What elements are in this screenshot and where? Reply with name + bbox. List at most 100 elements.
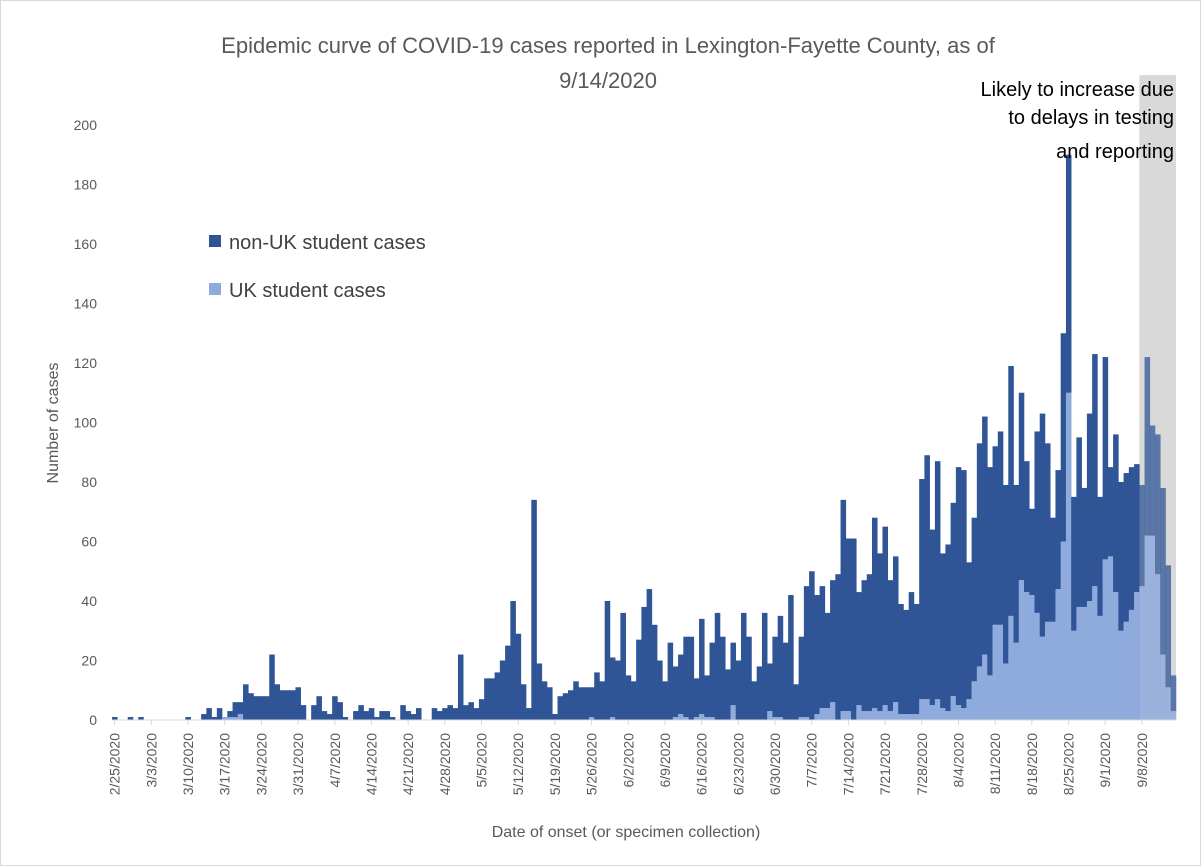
bar-uk-student-cases <box>982 654 988 720</box>
bar-non-uk-student-cases <box>636 639 642 720</box>
bar-uk-student-cases <box>730 705 737 721</box>
bar-uk-student-cases <box>892 702 899 720</box>
bar-non-uk-student-cases <box>725 669 731 720</box>
bar-uk-student-cases <box>1060 541 1067 720</box>
bar-non-uk-student-cases <box>358 705 364 721</box>
bar-non-uk-student-cases <box>1076 437 1082 607</box>
bar-uk-student-cases <box>934 699 941 720</box>
bar-uk-student-cases <box>971 681 978 720</box>
bar-non-uk-student-cases <box>950 502 957 697</box>
bar-uk-student-cases <box>866 711 873 720</box>
bar-non-uk-student-cases <box>594 672 600 720</box>
bar-non-uk-student-cases <box>1055 470 1061 590</box>
y-tick-label: 140 <box>74 296 98 312</box>
bar-non-uk-student-cases <box>536 663 543 720</box>
x-tick-label: 9/1/2020 <box>1097 733 1113 788</box>
bar-non-uk-student-cases <box>274 684 281 720</box>
bar-uk-student-cases <box>887 711 894 720</box>
bar-non-uk-student-cases <box>646 589 653 720</box>
bar-non-uk-student-cases <box>1118 482 1124 631</box>
bar-uk-student-cases <box>1118 630 1124 720</box>
x-tick-label: 5/26/2020 <box>584 733 600 795</box>
legend-label-uk: UK student cases <box>229 280 386 302</box>
x-tick-label: 4/7/2020 <box>327 733 343 788</box>
bar-non-uk-student-cases <box>1165 565 1172 688</box>
bar-non-uk-student-cases <box>374 717 380 720</box>
bar-non-uk-student-cases <box>767 663 773 712</box>
bar-non-uk-student-cases <box>793 684 799 720</box>
bar-non-uk-student-cases <box>599 681 605 720</box>
bar-non-uk-student-cases <box>746 636 752 720</box>
bar-non-uk-student-cases <box>457 654 464 720</box>
bar-non-uk-student-cases <box>955 467 962 706</box>
bar-non-uk-student-cases <box>693 678 700 718</box>
bar-non-uk-student-cases <box>201 714 207 720</box>
y-tick-label: 20 <box>81 653 97 669</box>
bar-non-uk-student-cases <box>830 580 836 703</box>
bar-non-uk-student-cases <box>761 612 768 720</box>
bar-non-uk-student-cases <box>573 681 579 720</box>
bar-uk-student-cases <box>1055 589 1061 720</box>
bar-uk-student-cases <box>929 705 936 721</box>
bar-uk-student-cases <box>824 708 831 720</box>
bar-uk-student-cases <box>798 717 805 720</box>
bar-non-uk-student-cases <box>604 601 611 720</box>
bar-uk-student-cases <box>908 714 915 720</box>
bar-non-uk-student-cases <box>609 657 616 718</box>
bar-non-uk-student-cases <box>877 553 883 712</box>
bar-non-uk-student-cases <box>630 681 637 720</box>
bar-non-uk-student-cases <box>929 529 936 706</box>
bar-non-uk-student-cases <box>1123 473 1130 622</box>
bar-non-uk-student-cases <box>562 693 569 720</box>
bar-uk-student-cases <box>232 717 239 720</box>
bar-non-uk-student-cases <box>311 705 317 721</box>
x-tick-label: 3/3/2020 <box>143 733 159 788</box>
x-tick-label: 9/8/2020 <box>1134 733 1150 788</box>
bar-uk-student-cases <box>672 717 679 720</box>
bar-uk-student-cases <box>1013 642 1020 720</box>
bar-non-uk-student-cases <box>919 479 925 700</box>
bar-uk-student-cases <box>1149 535 1156 720</box>
bar-uk-student-cases <box>877 711 883 720</box>
bar-non-uk-student-cases <box>709 642 716 718</box>
bar-uk-student-cases <box>1160 654 1166 720</box>
x-tick-label: 8/25/2020 <box>1061 733 1077 795</box>
bar-non-uk-student-cases <box>1013 484 1020 643</box>
bar-non-uk-student-cases <box>243 684 249 720</box>
bar-non-uk-student-cases <box>971 517 978 682</box>
x-tick-label: 3/10/2020 <box>180 733 196 795</box>
bar-non-uk-student-cases <box>127 717 134 720</box>
bar-uk-student-cases <box>1008 615 1014 721</box>
y-tick-label: 0 <box>89 712 97 728</box>
bar-uk-student-cases <box>950 696 957 720</box>
bar-non-uk-student-cases <box>489 678 495 720</box>
bar-non-uk-student-cases <box>588 687 595 718</box>
bar-non-uk-student-cases <box>1018 392 1025 581</box>
bar-uk-student-cases <box>1071 630 1077 720</box>
bar-non-uk-student-cases <box>861 580 868 712</box>
y-axis-title: Number of cases <box>45 363 62 484</box>
bar-uk-student-cases <box>777 717 784 720</box>
bar-non-uk-student-cases <box>788 595 794 720</box>
bar-non-uk-student-cases <box>316 696 322 720</box>
bar-non-uk-student-cases <box>1034 431 1041 613</box>
bar-non-uk-student-cases <box>1003 484 1009 664</box>
bar-non-uk-student-cases <box>505 645 511 721</box>
bar-non-uk-student-cases <box>840 499 847 712</box>
bar-non-uk-student-cases <box>353 711 359 720</box>
bar-non-uk-student-cases <box>290 690 296 720</box>
bar-non-uk-student-cases <box>1029 508 1035 596</box>
bar-uk-student-cases <box>976 666 983 720</box>
bar-non-uk-student-cases <box>872 517 878 709</box>
bar-non-uk-student-cases <box>688 636 695 720</box>
bar-uk-student-cases <box>609 717 616 720</box>
bar-non-uk-student-cases <box>1160 487 1166 655</box>
bar-uk-student-cases <box>1003 663 1009 720</box>
bar-non-uk-student-cases <box>772 636 778 718</box>
y-tick-label: 100 <box>74 415 98 431</box>
bar-non-uk-student-cases <box>924 455 930 700</box>
bar-non-uk-student-cases <box>824 612 831 709</box>
bar-non-uk-student-cases <box>730 642 737 706</box>
legend-swatch-uk <box>209 283 221 295</box>
